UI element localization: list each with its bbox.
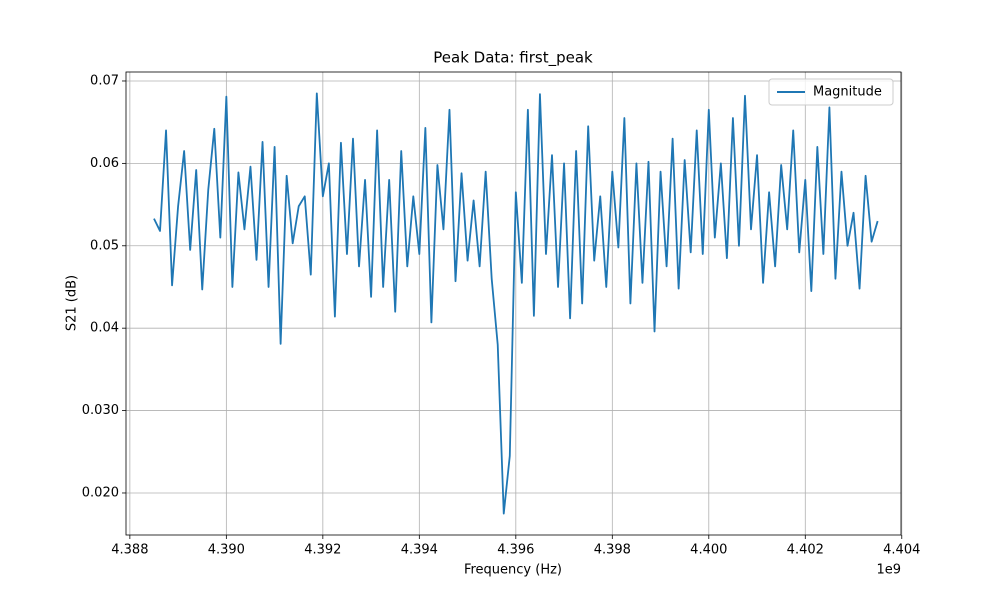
x-tick-label: 4.388 (111, 543, 148, 558)
x-tick-label: 4.398 (594, 543, 631, 558)
x-tick-label: 4.394 (401, 543, 438, 558)
x-tick-label: 4.392 (304, 543, 341, 558)
y-tick-label: 0.07 (90, 73, 119, 88)
x-axis-label: Frequency (Hz) (464, 563, 562, 578)
y-tick-label: 0.06 (90, 156, 119, 171)
x-tick-label: 4.390 (208, 543, 245, 558)
x-tick-label: 4.402 (787, 543, 824, 558)
y-tick-label: 0.020 (82, 485, 119, 500)
y-tick-label: 0.030 (82, 403, 119, 418)
x-tick-label: 4.404 (883, 543, 920, 558)
data-line (153, 92, 879, 515)
y-tick-label: 0.05 (90, 238, 119, 253)
y-tick-label: 0.04 (90, 321, 119, 336)
legend-box (768, 78, 894, 106)
x-offset-label: 1e9 (876, 563, 901, 578)
legend-label: Magnitude (813, 85, 882, 100)
x-tick-label: 4.400 (690, 543, 727, 558)
x-tick-label: 4.396 (497, 543, 534, 558)
chart-title: Peak Data: first_peak (433, 49, 593, 68)
y-axis-label: S21 (dB) (65, 275, 80, 331)
plot-frame (125, 71, 902, 536)
